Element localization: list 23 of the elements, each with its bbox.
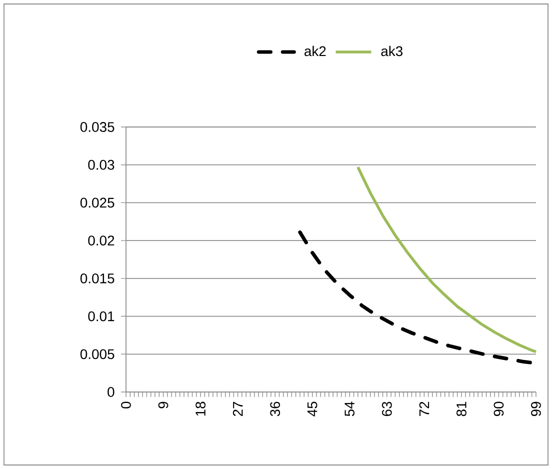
y-tick-label: 0.02 xyxy=(88,236,114,246)
x-tick-label: 72 xyxy=(419,402,430,416)
x-tick-label: 45 xyxy=(307,402,318,416)
y-tick-label: 0.015 xyxy=(80,273,114,284)
x-tick-label: 99 xyxy=(531,402,541,416)
x-tick-label: 90 xyxy=(494,402,504,416)
x-tick-label: 0 xyxy=(121,402,131,408)
x-tick-label: 36 xyxy=(270,402,280,416)
legend-label: ak3 xyxy=(381,46,402,56)
y-tick-label: 0.03 xyxy=(88,160,114,170)
x-tick-label: 9 xyxy=(158,402,168,408)
x-tick-label: 63 xyxy=(382,402,392,416)
x-tick-label: 18 xyxy=(196,402,206,416)
y-tick-label: 0 xyxy=(108,387,114,397)
x-tick-label: 27 xyxy=(232,402,243,416)
x-tick-label: 81 xyxy=(456,402,466,416)
y-tick-label: 0.025 xyxy=(80,198,114,208)
y-tick-label: 0.035 xyxy=(80,122,114,132)
x-tick-label: 54 xyxy=(344,402,354,416)
legend-label: ak2 xyxy=(304,46,326,56)
line-series xyxy=(356,166,538,354)
y-tick-label: 0.005 xyxy=(80,349,114,360)
y-tick-label: 0.01 xyxy=(88,311,114,322)
